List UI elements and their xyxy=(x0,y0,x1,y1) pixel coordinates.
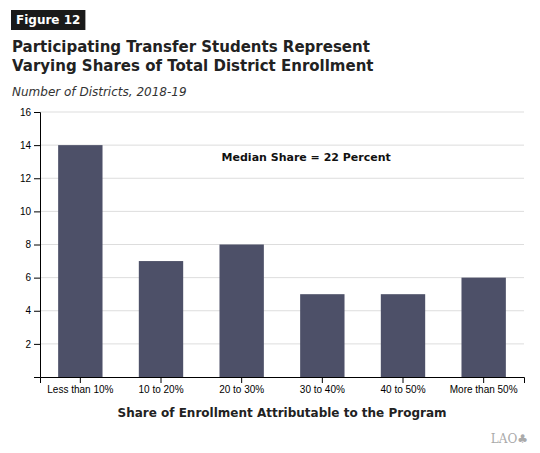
x-tick-label: 10 to 20% xyxy=(138,384,183,395)
x-tick: 10 to 20% xyxy=(138,377,183,395)
plot: 2 4 6 8 10 12 14 16 Less than 10% 10 to 20% 20 to … xyxy=(20,107,525,395)
x-tick-mark xyxy=(241,377,242,383)
x-tick-mark xyxy=(483,377,484,383)
grid xyxy=(40,112,524,344)
grid-line xyxy=(40,310,524,311)
x-tick-label: 40 to 50% xyxy=(380,384,425,395)
annotation: Median Share = 22 Percent xyxy=(222,151,391,164)
x-tick-mark xyxy=(403,377,404,383)
title: Participating Transfer Students Represen… xyxy=(12,38,370,56)
y-tick-label: 12 xyxy=(20,173,32,184)
y-axis: 2 4 6 8 10 12 14 16 xyxy=(20,107,41,378)
x-tick-mark xyxy=(322,377,323,383)
grid-line xyxy=(40,343,524,344)
figure-label-box xyxy=(11,10,85,30)
chart: Figure 12 Participating Transfer Students… xyxy=(0,0,540,453)
bar xyxy=(300,294,344,377)
y-tick: 12 xyxy=(20,173,40,184)
bar xyxy=(58,145,102,377)
y-tick-mark xyxy=(34,112,40,113)
grid-line xyxy=(40,211,524,212)
bar xyxy=(139,261,183,377)
x-tick-mark xyxy=(161,377,162,383)
annotations: Median Share = 22 Percent xyxy=(222,151,391,164)
y-tick-mark xyxy=(34,278,40,279)
bars xyxy=(58,145,506,377)
y-tick: 4 xyxy=(25,305,40,316)
y-tick: 14 xyxy=(20,140,40,151)
y-tick-mark xyxy=(34,311,40,312)
y-tick-label: 4 xyxy=(25,305,31,316)
x-tick: Less than 10% xyxy=(47,377,113,395)
y-tick: 8 xyxy=(25,239,40,250)
x-tick-mark xyxy=(80,377,81,383)
x-tick-label: 20 to 30% xyxy=(219,384,264,395)
figure-label-group: Figure 12 xyxy=(11,10,85,30)
y-tick: 6 xyxy=(25,272,40,283)
x-axis-line xyxy=(41,378,525,384)
y-tick: 2 xyxy=(25,339,40,350)
x-tick-label: Less than 10% xyxy=(47,384,113,395)
y-axis-line xyxy=(34,113,41,378)
grid-line xyxy=(40,178,524,179)
y-tick-label: 10 xyxy=(20,206,32,217)
y-tick-label: 14 xyxy=(20,140,32,151)
x-tick-label: More than 50% xyxy=(450,384,518,395)
grid-line xyxy=(40,277,524,278)
x-tick: More than 50% xyxy=(450,377,518,395)
y-tick-mark xyxy=(34,245,40,246)
grid-line xyxy=(40,145,524,146)
figure-label: Figure 12 xyxy=(16,13,80,27)
bar xyxy=(219,245,263,378)
y-tick-label: 8 xyxy=(25,239,31,250)
y-tick-mark xyxy=(34,211,40,212)
bar xyxy=(461,278,505,377)
y-tick-label: 16 xyxy=(20,107,32,118)
y-tick-label: 6 xyxy=(25,272,31,283)
title: Varying Shares of Total District Enrollm… xyxy=(12,57,374,75)
y-tick-mark xyxy=(34,344,40,345)
x-tick-label: 30 to 40% xyxy=(300,384,345,395)
y-tick-mark xyxy=(34,145,40,146)
y-tick: 16 xyxy=(20,107,40,118)
x-axis: Less than 10% 10 to 20% 20 to 30% 30 to 40%… xyxy=(41,377,525,395)
subtitle: Number of Districts, 2018-19 xyxy=(12,85,187,99)
y-tick-label: 2 xyxy=(25,339,31,350)
y-tick-mark xyxy=(34,178,40,179)
grid-line xyxy=(40,244,524,245)
grid-line xyxy=(40,112,524,113)
x-axis-title: Share of Enrollment Attributable to the … xyxy=(118,406,447,420)
bar xyxy=(381,294,425,377)
x-tick: 20 to 30% xyxy=(219,377,264,395)
logo: LAO♣ xyxy=(491,432,528,446)
x-tick: 40 to 50% xyxy=(380,377,425,395)
y-tick: 10 xyxy=(20,206,40,217)
x-tick: 30 to 40% xyxy=(300,377,345,395)
